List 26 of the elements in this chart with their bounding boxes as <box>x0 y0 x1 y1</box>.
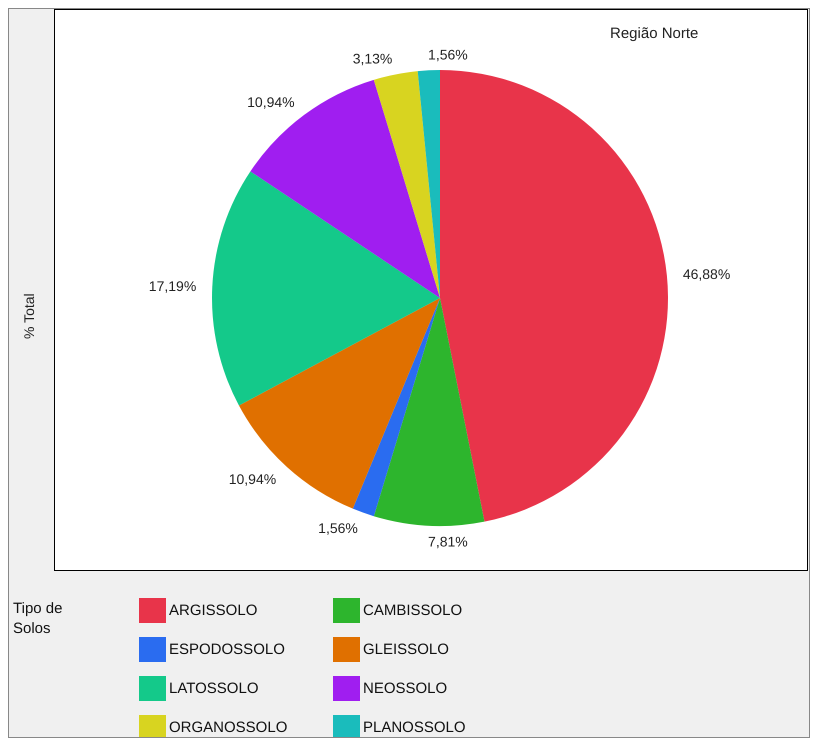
legend-label: LATOSSOLO <box>169 680 258 696</box>
data-label: 7,81% <box>428 534 468 550</box>
data-label: 46,88% <box>682 266 730 282</box>
pie-slice <box>352 298 440 516</box>
pie-slice <box>418 70 440 298</box>
text: % Total <box>21 293 38 339</box>
pie-slice <box>374 71 440 298</box>
pie-slice <box>374 298 484 526</box>
pie-slice <box>250 80 440 298</box>
pie-slice <box>212 171 440 406</box>
data-label: 10,94% <box>228 470 276 487</box>
legend-title: Tipo de Solos <box>13 599 64 639</box>
legend-label: ESPODOSSOLO <box>169 640 285 658</box>
data-label: 3,13% <box>352 50 392 67</box>
chart-title: Região Norte <box>610 25 698 42</box>
data-label: 1,56% <box>428 46 468 62</box>
legend-label: PLANOSSOLO <box>363 718 466 736</box>
data-label: 1,56% <box>318 520 358 536</box>
pie-slice <box>440 70 668 522</box>
legend-label: ARGISSOLO <box>169 602 258 618</box>
legend-label: GLEISSOLO <box>363 640 449 658</box>
data-label: 10,94% <box>247 94 295 110</box>
data-label: 17,19% <box>148 278 196 294</box>
legend-label: ORGANOSSOLO <box>169 718 288 736</box>
legend-label: NEOSSOLO <box>363 680 448 696</box>
legend-label: CAMBISSOLO <box>363 602 462 618</box>
